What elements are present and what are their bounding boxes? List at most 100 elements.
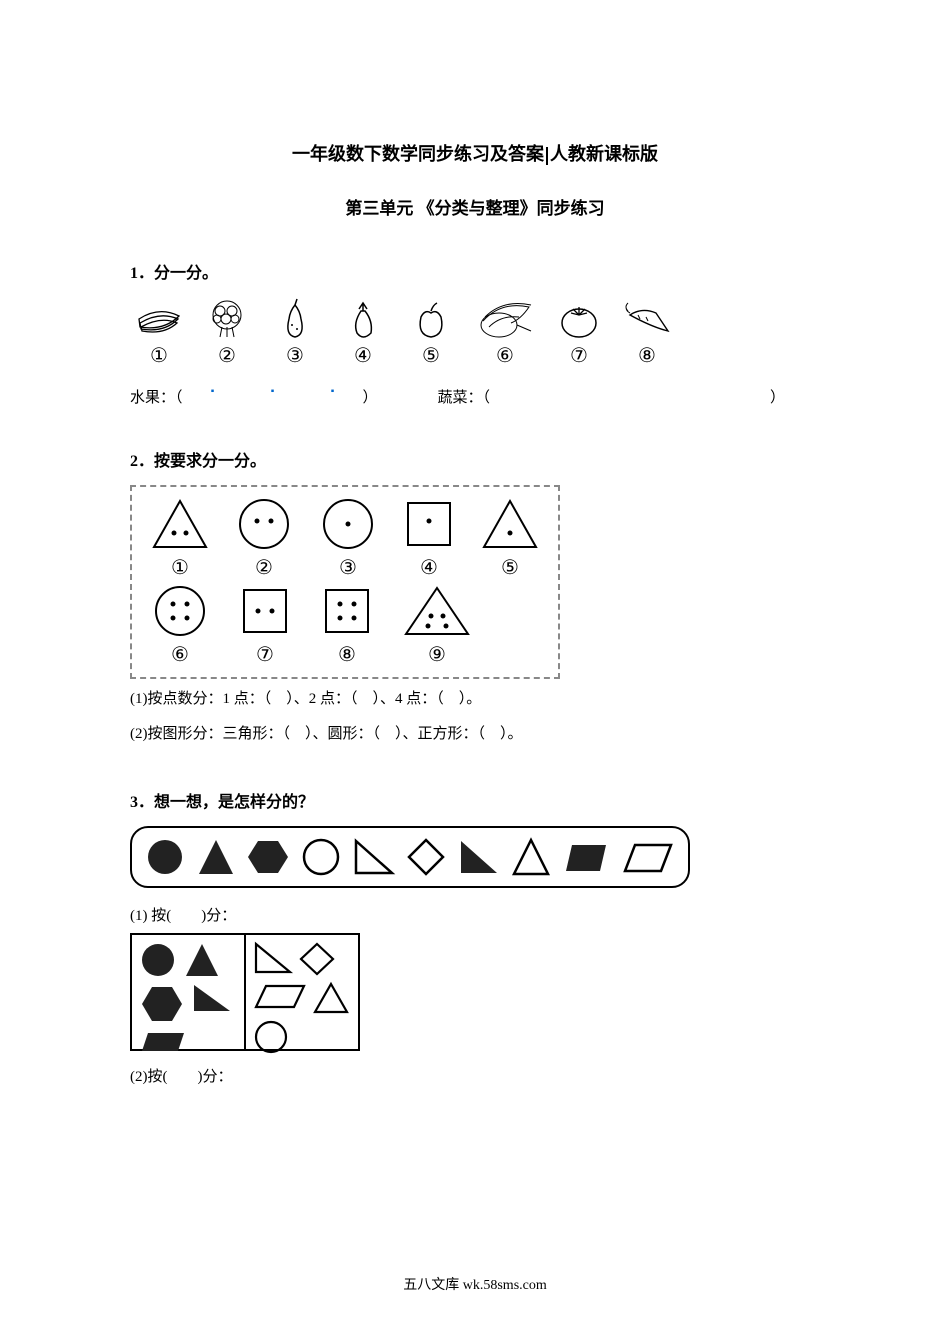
triangle-4dot-icon xyxy=(402,584,472,638)
main-title: 一年级数下数学同步练习及答案人教新课标版 xyxy=(130,140,820,166)
q3-heading: 3．想一想，是怎样分的？ xyxy=(130,788,820,812)
veg-close: ） xyxy=(770,386,785,407)
q3-split-box xyxy=(130,933,360,1051)
q2-heading: 2．按要求分一分。 xyxy=(130,447,820,471)
q2-num-8: ⑧ xyxy=(338,642,356,667)
q2-line2: (2)按图形分：三角形：（ ）、圆形：（ ）、正方形：（ ）。 xyxy=(130,720,820,749)
q1-item-8: ⑧ xyxy=(618,297,676,368)
blank-dot: ▪ xyxy=(183,386,243,407)
q1-item-2: ② xyxy=(198,297,256,368)
q1-num-4: ④ xyxy=(354,343,372,368)
q1-num-5: ⑤ xyxy=(422,343,440,368)
q2-row2: ⑥ ⑦ ⑧ ⑨ xyxy=(138,584,552,667)
q2-shape-2: ② xyxy=(234,497,294,580)
q2-shapes-box: ① ② ③ ④ ⑤ ⑥ xyxy=(130,485,560,679)
filled-triangle-icon xyxy=(182,941,222,979)
question-3: 3．想一想，是怎样分的？ (1) 按( )分： (2)按( )分： xyxy=(130,788,820,1086)
q3-shape-strip xyxy=(130,826,690,888)
q1-answer-line: 水果：（ ▪ ▪ ▪ ） 蔬菜：（ ） xyxy=(130,386,820,407)
q2-num-6: ⑥ xyxy=(171,642,189,667)
q1-item-3: ③ xyxy=(266,297,324,368)
filled-circle-icon xyxy=(145,837,185,877)
q1-num-2: ② xyxy=(218,343,236,368)
q2-num-4: ④ xyxy=(420,555,438,580)
filled-hexagon-icon xyxy=(138,983,186,1025)
q3-sub1: (1) 按( )分： xyxy=(130,904,820,925)
pear-icon xyxy=(275,297,315,341)
q1-num-6: ⑥ xyxy=(496,343,514,368)
q1-num-1: ① xyxy=(150,343,168,368)
outline-triangle-icon xyxy=(511,837,551,877)
cauliflower-icon xyxy=(202,297,252,341)
outline-parallelogram-icon xyxy=(621,837,675,877)
q2-num-9: ⑨ xyxy=(428,642,446,667)
q2-shape-8: ⑧ xyxy=(320,584,374,667)
apple-icon xyxy=(409,297,453,341)
outline-diamond-icon xyxy=(298,941,336,977)
q2-line1: (1)按点数分：1 点：（ ）、2 点：（ ）、4 点：（ ）。 xyxy=(130,685,820,714)
carrot-icon xyxy=(622,297,672,341)
q3-right-half xyxy=(246,935,358,1049)
outline-parallelogram-icon xyxy=(252,981,308,1011)
q1-item-1: ① xyxy=(130,301,188,368)
spacer xyxy=(378,386,438,407)
banana-icon xyxy=(134,301,184,341)
veg-label: 蔬菜：（ xyxy=(438,386,491,407)
tomato-icon xyxy=(557,297,601,341)
q1-item-7: ⑦ xyxy=(550,297,608,368)
q3-sub2: (2)按( )分： xyxy=(130,1065,820,1086)
circle-2dot-icon xyxy=(234,497,294,551)
triangle-2dot-icon xyxy=(150,497,210,551)
q2-num-5: ⑤ xyxy=(501,555,519,580)
blank-dot: ▪ xyxy=(303,386,363,407)
q1-item-6: ⑥ xyxy=(470,297,540,368)
q1-num-7: ⑦ xyxy=(570,343,588,368)
fruit-label: 水果：（ xyxy=(130,386,183,407)
filled-right-triangle-icon xyxy=(190,983,234,1013)
outline-right-triangle-icon xyxy=(252,941,294,975)
filled-triangle-icon xyxy=(196,837,236,877)
q2-num-7: ⑦ xyxy=(256,642,274,667)
q1-num-8: ⑧ xyxy=(638,343,656,368)
q2-row1: ① ② ③ ④ ⑤ xyxy=(138,497,552,580)
filled-trapezoid-icon xyxy=(562,837,610,877)
outline-diamond-icon xyxy=(406,837,446,877)
square-4dot-icon xyxy=(320,584,374,638)
q2-num-1: ① xyxy=(171,555,189,580)
question-2: 2．按要求分一分。 ① ② ③ ④ ⑤ xyxy=(130,447,820,748)
title-divider xyxy=(546,147,548,165)
q1-image-row: ① ② ③ ④ ⑤ ⑥ ⑦ ⑧ xyxy=(130,297,820,368)
q2-num-3: ③ xyxy=(339,555,357,580)
circle-4dot-icon xyxy=(150,584,210,638)
page-footer: 五八文库 wk.58sms.com xyxy=(0,1274,950,1294)
q2-shape-1: ① xyxy=(150,497,210,580)
filled-hexagon-icon xyxy=(246,837,290,877)
q2-shape-5: ⑤ xyxy=(480,497,540,580)
circle-1dot-icon xyxy=(318,497,378,551)
spacer xyxy=(490,386,770,407)
q2-shape-7: ⑦ xyxy=(238,584,292,667)
outline-circle-icon xyxy=(301,837,341,877)
outline-right-triangle-icon xyxy=(352,837,396,877)
cabbage-icon xyxy=(471,297,539,341)
q3-left-half xyxy=(132,935,246,1049)
q2-shape-9: ⑨ xyxy=(402,584,472,667)
q2-shape-3: ③ xyxy=(318,497,378,580)
q2-num-2: ② xyxy=(255,555,273,580)
q2-shape-6: ⑥ xyxy=(150,584,210,667)
square-1dot-icon xyxy=(402,497,456,551)
filled-circle-icon xyxy=(138,941,178,979)
title-pre: 一年级数下数学同步练习及答案 xyxy=(292,144,544,164)
q1-num-3: ③ xyxy=(286,343,304,368)
blank-dot: ▪ xyxy=(243,386,303,407)
q1-item-5: ⑤ xyxy=(402,297,460,368)
outline-triangle-icon xyxy=(312,981,350,1015)
square-2dot-icon xyxy=(238,584,292,638)
triangle-1dot-icon xyxy=(480,497,540,551)
question-1: 1．分一分。 ① ② ③ ④ ⑤ ⑥ ⑦ xyxy=(130,259,820,407)
outline-circle-icon xyxy=(252,1019,290,1055)
filled-trapezoid-icon xyxy=(138,1029,188,1053)
q2-shape-4: ④ xyxy=(402,497,456,580)
filled-right-triangle-icon xyxy=(457,837,501,877)
eggplant-icon xyxy=(343,297,383,341)
